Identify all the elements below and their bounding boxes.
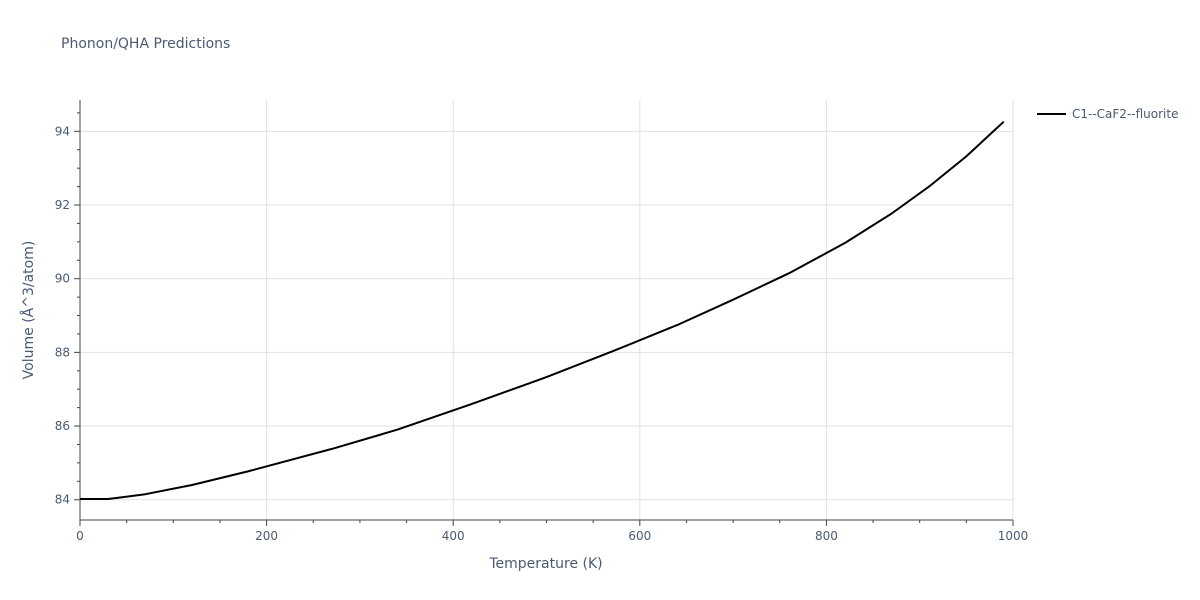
gridlines xyxy=(80,100,1014,520)
tick-labels: 0 200 400 600 800 1000 84 86 88 90 92 94 xyxy=(55,124,1029,543)
legend-label: C1--CaF2--fluorite xyxy=(1072,107,1178,121)
y-tick-label: 88 xyxy=(55,345,70,359)
x-tick-label: 800 xyxy=(815,529,838,543)
axes xyxy=(74,100,1014,526)
y-tick-label: 90 xyxy=(55,272,70,286)
y-tick-label: 94 xyxy=(55,124,70,138)
x-tick-label: 1000 xyxy=(998,529,1029,543)
legend[interactable]: C1--CaF2--fluorite xyxy=(1037,107,1178,121)
y-axis-title: Volume (Å^3/atom) xyxy=(20,241,37,380)
chart-title: Phonon/QHA Predictions xyxy=(61,36,231,52)
x-axis-title: Temperature (K) xyxy=(488,556,602,572)
x-tick-label: 400 xyxy=(442,529,465,543)
x-tick-label: 0 xyxy=(76,529,84,543)
x-tick-label: 200 xyxy=(255,529,278,543)
y-tick-label: 86 xyxy=(55,419,70,433)
series-line xyxy=(80,120,1005,500)
x-tick-label: 600 xyxy=(628,529,651,543)
y-tick-label: 92 xyxy=(55,198,70,212)
series-group xyxy=(80,120,1005,500)
y-tick-label: 84 xyxy=(55,493,70,507)
